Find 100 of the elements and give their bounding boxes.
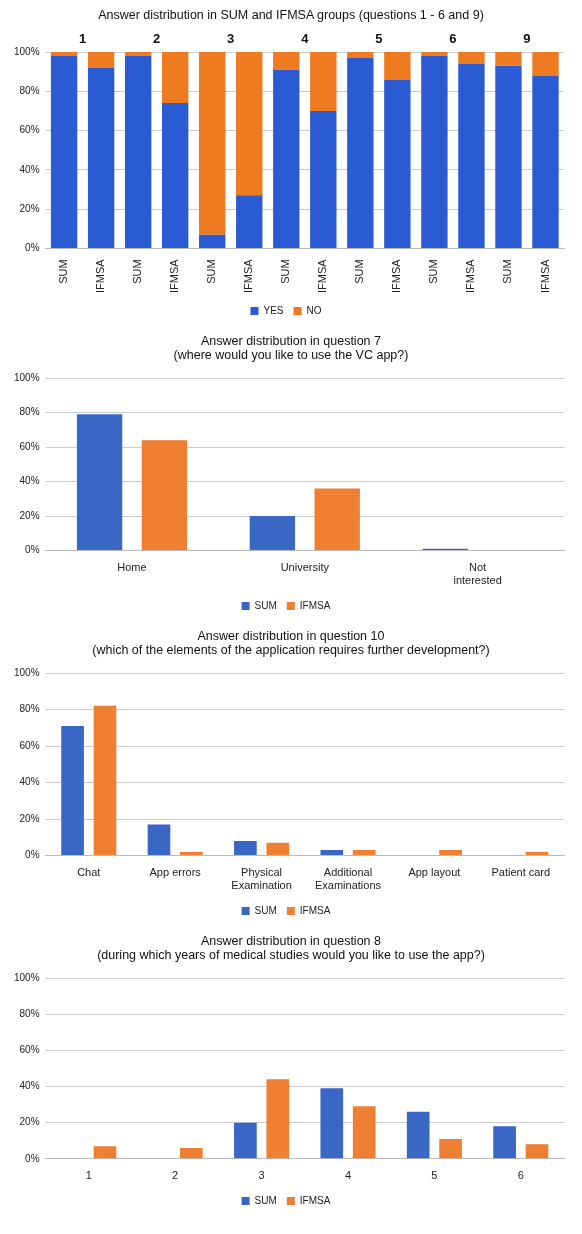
y-tick-label: 40% (19, 163, 40, 175)
y-tick-label: 40% (19, 776, 40, 788)
x-tick-label: SUM (353, 259, 366, 284)
bar (439, 850, 462, 856)
bar (234, 1122, 257, 1159)
y-tick-label: 0% (25, 1152, 40, 1164)
x-tick-label: App errors (149, 866, 202, 879)
bar (458, 63, 485, 248)
text: 3 (227, 31, 235, 47)
bar (180, 851, 203, 856)
x-tick-label: Not interested (453, 561, 502, 587)
bar (249, 516, 296, 551)
x-tick-label: SUM (131, 259, 144, 284)
bar (266, 842, 290, 856)
y-tick-label: 0% (25, 849, 40, 861)
x-tick-label: SUM (279, 259, 292, 284)
y-tick-label: 80% (19, 1007, 40, 1019)
y-tick-label: 20% (19, 812, 40, 824)
y-tick-label: 100% (14, 666, 40, 678)
bar (199, 52, 226, 235)
legend-label: IFMSA (299, 1194, 331, 1206)
x-tick-label: IFMSA (316, 258, 329, 294)
x-tick-label: IFMSA (168, 258, 181, 294)
legend-label: SUM (254, 599, 277, 611)
y-tick-label: 40% (19, 475, 40, 487)
legend-label: NO (306, 304, 322, 316)
chart-title: Answer distribution in question 10 (which of the elements of the application requires further development?) (91, 629, 491, 657)
y-tick-label: 80% (19, 85, 40, 97)
bar (525, 851, 549, 856)
bar (458, 52, 485, 64)
bar (236, 195, 263, 248)
x-tick-label: Patient card (491, 866, 551, 879)
y-tick-label: 20% (19, 509, 40, 521)
x-tick-label: SUM (205, 259, 218, 284)
x-tick-label: SUM (501, 259, 514, 284)
bar (421, 55, 448, 248)
x-tick-label: Physical Examination (231, 866, 292, 892)
x-tick-label: IFMSA (94, 258, 107, 294)
x-tick-label: SUM (57, 259, 70, 284)
bar (161, 52, 189, 104)
x-tick-label: 3 (258, 1169, 265, 1182)
x-tick-label: SUM (427, 259, 440, 284)
y-tick-label: 100% (14, 371, 40, 383)
bar (180, 1147, 203, 1159)
x-tick-label: Home (117, 561, 147, 574)
x-tick-label: IFMSA (390, 258, 403, 294)
x-tick-label: Additional Examinations (314, 866, 382, 892)
bar (161, 103, 189, 248)
bar (532, 75, 559, 248)
y-tick-label: 100% (14, 971, 40, 983)
bar (495, 52, 522, 66)
text: 6 (449, 31, 457, 47)
x-tick-label: IFMSA (464, 258, 477, 294)
bar (532, 52, 559, 76)
text: 5 (375, 31, 383, 47)
bar (384, 79, 411, 248)
x-tick-label: IFMSA (242, 258, 255, 294)
legend-label: SUM (254, 1194, 277, 1206)
y-tick-label: 60% (19, 440, 40, 452)
x-tick-label: 5 (431, 1169, 438, 1182)
bar (352, 850, 376, 856)
bar (352, 1106, 376, 1159)
legend-label: SUM (254, 904, 277, 916)
y-tick-label: 60% (19, 1044, 40, 1056)
y-tick-label: 60% (19, 124, 40, 136)
y-tick-label: 0% (25, 544, 40, 556)
bar (384, 52, 411, 80)
y-tick-label: 80% (19, 703, 40, 715)
bar (439, 1138, 462, 1159)
x-tick-label: IFMSA (538, 258, 551, 294)
bar (493, 1126, 516, 1159)
bar (421, 52, 448, 56)
bar (236, 52, 263, 196)
bar (266, 1079, 290, 1159)
legend-label: YES (263, 304, 284, 316)
bar (76, 414, 123, 551)
x-tick-label: Chat (77, 866, 101, 879)
text: 9 (523, 31, 531, 47)
x-tick-label: App layout (408, 866, 461, 879)
bar (147, 824, 171, 856)
bar (273, 52, 300, 70)
bar (347, 52, 374, 58)
bar (50, 52, 78, 56)
y-tick-label: 80% (19, 406, 40, 418)
bar (310, 52, 337, 111)
x-tick-label: 4 (344, 1169, 352, 1182)
y-tick-label: 100% (14, 45, 40, 57)
x-tick-label: 1 (85, 1169, 92, 1182)
x-tick-label: 2 (172, 1169, 179, 1182)
bar (93, 1146, 117, 1159)
bar (525, 1144, 549, 1159)
y-tick-label: 40% (19, 1080, 40, 1092)
bar (124, 52, 152, 56)
text: 1 (78, 31, 87, 47)
bar (314, 488, 360, 551)
bar (93, 705, 117, 856)
y-tick-label: 20% (19, 202, 40, 214)
bar (495, 65, 522, 248)
bar (124, 55, 152, 248)
bar (87, 67, 115, 248)
